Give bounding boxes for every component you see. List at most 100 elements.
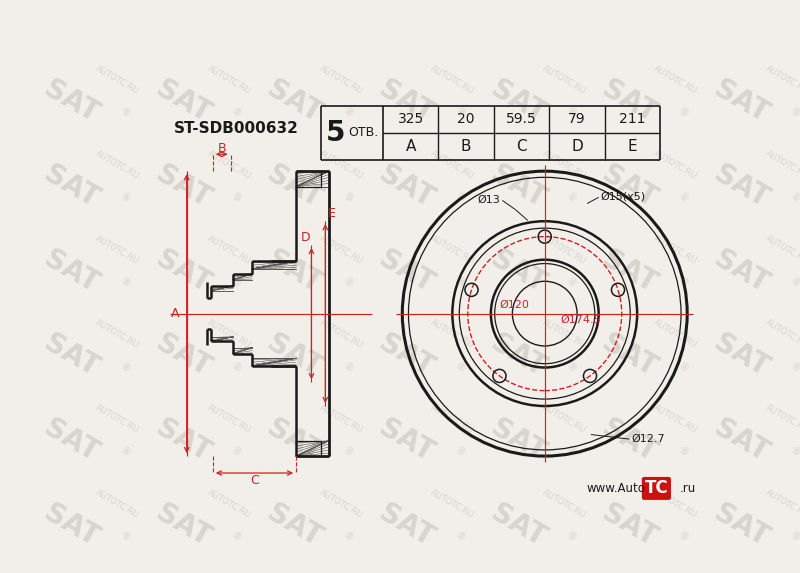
Text: ®: ® [788,191,800,205]
Text: ®: ® [565,107,578,120]
Text: SAT: SAT [39,329,103,383]
Text: SAT: SAT [150,499,215,552]
Text: AUTOTC.RU: AUTOTC.RU [94,488,141,520]
Text: AUTOTC.RU: AUTOTC.RU [764,319,800,351]
Text: SAT: SAT [486,329,550,383]
Text: ®: ® [788,276,800,289]
Text: AUTOTC.RU: AUTOTC.RU [764,64,800,96]
Text: ®: ® [230,107,243,120]
Text: 20: 20 [458,112,475,126]
Text: ®: ® [230,276,243,289]
Text: ®: ® [677,361,690,374]
Text: ®: ® [454,530,466,544]
Text: SAT: SAT [262,245,326,298]
Text: SAT: SAT [262,160,326,213]
Text: ®: ® [230,530,243,544]
Text: D: D [571,139,583,154]
Text: A: A [406,139,416,154]
Text: ОТВ.: ОТВ. [349,126,379,139]
Text: ®: ® [788,361,800,374]
Text: SAT: SAT [598,329,662,383]
Text: 325: 325 [398,112,424,126]
Text: ®: ® [342,276,355,289]
Text: AUTOTC.RU: AUTOTC.RU [318,149,364,181]
Text: SAT: SAT [709,245,774,298]
Text: SAT: SAT [486,160,550,213]
Text: AUTOTC.RU: AUTOTC.RU [652,234,699,266]
Text: AUTOTC.RU: AUTOTC.RU [206,64,252,96]
Text: AUTOTC.RU: AUTOTC.RU [652,488,699,520]
Text: ®: ® [118,530,132,544]
Text: AUTOTC.RU: AUTOTC.RU [429,149,476,181]
Text: AUTOTC.RU: AUTOTC.RU [94,403,141,435]
Text: AUTOTC.RU: AUTOTC.RU [652,64,699,96]
Text: AUTOTC.RU: AUTOTC.RU [429,64,476,96]
Text: ®: ® [342,107,355,120]
Text: ®: ® [118,361,132,374]
Text: E: E [628,139,638,154]
Text: AUTOTC.RU: AUTOTC.RU [652,319,699,351]
Text: ®: ® [677,445,690,459]
Text: Ø15(x5): Ø15(x5) [600,191,646,202]
Text: AUTOTC.RU: AUTOTC.RU [206,149,252,181]
Text: ®: ® [230,445,243,459]
Text: SAT: SAT [598,75,662,128]
Text: AUTOTC.RU: AUTOTC.RU [94,234,141,266]
Text: AUTOTC.RU: AUTOTC.RU [318,488,364,520]
Text: AUTOTC.RU: AUTOTC.RU [318,319,364,351]
Text: C: C [516,139,527,154]
Text: ®: ® [565,445,578,459]
Text: SAT: SAT [150,329,215,383]
Text: AUTOTC.RU: AUTOTC.RU [764,488,800,520]
Text: SAT: SAT [598,245,662,298]
Text: SAT: SAT [39,414,103,468]
Text: ®: ® [677,276,690,289]
Text: ®: ® [677,107,690,120]
Text: AUTOTC.RU: AUTOTC.RU [429,234,476,266]
Text: ST-SDB000632: ST-SDB000632 [174,121,299,136]
Text: B: B [218,142,226,155]
Text: ®: ® [677,530,690,544]
Text: Ø13: Ø13 [478,195,500,205]
Text: ®: ® [118,107,132,120]
Text: AUTOTC.RU: AUTOTC.RU [94,64,141,96]
Text: ®: ® [454,191,466,205]
Text: AUTOTC.RU: AUTOTC.RU [652,149,699,181]
Text: AUTOTC.RU: AUTOTC.RU [764,403,800,435]
Text: 79: 79 [568,112,586,126]
Text: ®: ® [454,107,466,120]
Text: ®: ® [342,361,355,374]
Text: ®: ® [454,361,466,374]
Text: SAT: SAT [709,499,774,552]
Text: E: E [327,207,335,220]
FancyBboxPatch shape [642,478,670,499]
Text: SAT: SAT [709,329,774,383]
Text: AUTOTC.RU: AUTOTC.RU [94,319,141,351]
Text: SAT: SAT [374,160,438,213]
Text: AUTOTC.RU: AUTOTC.RU [764,234,800,266]
Text: SAT: SAT [374,499,438,552]
Text: AUTOTC.RU: AUTOTC.RU [541,234,587,266]
Text: SAT: SAT [374,245,438,298]
Text: SAT: SAT [150,160,215,213]
Text: SAT: SAT [486,75,550,128]
Text: ®: ® [342,191,355,205]
Text: 211: 211 [619,112,646,126]
Text: SAT: SAT [374,75,438,128]
Text: AUTOTC.RU: AUTOTC.RU [429,488,476,520]
Text: SAT: SAT [39,245,103,298]
Text: SAT: SAT [262,329,326,383]
Text: SAT: SAT [262,499,326,552]
Text: Ø12.7: Ø12.7 [631,433,665,444]
Text: AUTOTC.RU: AUTOTC.RU [652,403,699,435]
Text: SAT: SAT [709,414,774,468]
Text: ®: ® [230,191,243,205]
Text: SAT: SAT [150,75,215,128]
Text: SAT: SAT [598,414,662,468]
Text: ®: ® [118,276,132,289]
Text: SAT: SAT [486,245,550,298]
Text: ®: ® [677,191,690,205]
Text: AUTOTC.RU: AUTOTC.RU [764,149,800,181]
Text: ®: ® [788,445,800,459]
Text: AUTOTC.RU: AUTOTC.RU [318,64,364,96]
